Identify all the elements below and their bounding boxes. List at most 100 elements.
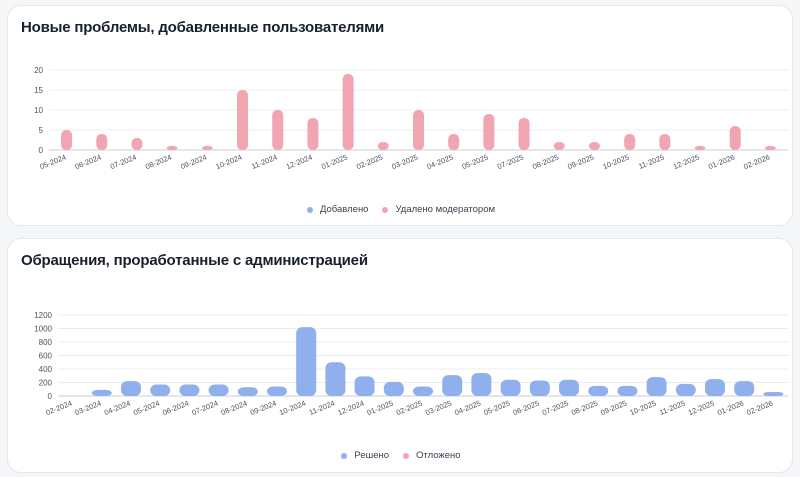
x-tick-label: 07-2024 — [190, 399, 219, 418]
bar[interactable] — [201, 146, 213, 150]
bar[interactable] — [500, 379, 521, 396]
x-tick-label: 02-2025 — [395, 399, 424, 418]
y-tick-label: 600 — [39, 352, 53, 361]
y-tick-label: 200 — [39, 379, 53, 388]
x-tick-label: 06-2024 — [74, 153, 103, 172]
x-tick-label: 12-2024 — [336, 399, 365, 418]
bar[interactable] — [237, 90, 249, 150]
bar[interactable] — [296, 327, 317, 396]
y-tick-label: 0 — [48, 392, 53, 401]
bar[interactable] — [729, 126, 741, 150]
bar[interactable] — [121, 381, 141, 396]
x-tick-label: 08-2024 — [220, 399, 249, 418]
x-tick-label: 04-2025 — [453, 399, 482, 418]
y-tick-label: 20 — [34, 66, 43, 75]
bar[interactable] — [442, 375, 463, 396]
bar[interactable] — [91, 389, 112, 396]
x-tick-label: 03-2024 — [74, 399, 103, 418]
legend-item-removed[interactable]: Удалено модератором — [382, 204, 495, 215]
x-tick-label: 12-2025 — [687, 399, 716, 418]
x-tick-label: 10-2024 — [278, 399, 307, 418]
bar[interactable] — [448, 134, 460, 150]
x-tick-label: 06-2024 — [161, 399, 190, 418]
legend-dot-icon — [403, 452, 410, 459]
bar[interactable] — [237, 387, 258, 396]
bar[interactable] — [705, 379, 725, 396]
chart-legend: Добавлено Удалено модератором — [8, 204, 794, 215]
y-tick-label: 10 — [34, 106, 43, 115]
x-tick-label: 07-2025 — [496, 153, 525, 172]
bar[interactable] — [307, 118, 319, 150]
bar[interactable] — [208, 384, 229, 396]
x-tick-label: 06-2025 — [512, 399, 541, 418]
y-tick-label: 1200 — [34, 311, 52, 320]
bar[interactable] — [483, 114, 495, 150]
x-tick-label: 01-2026 — [707, 153, 736, 172]
bar[interactable] — [96, 134, 108, 150]
bar[interactable] — [624, 134, 636, 150]
bar[interactable] — [413, 386, 433, 396]
legend-item-added[interactable]: Добавлено — [306, 204, 369, 215]
bar[interactable] — [325, 362, 346, 396]
y-tick-label: 400 — [39, 365, 53, 374]
legend-item-postponed[interactable]: Отложено — [403, 450, 461, 461]
chart-legend: Решено Отложено — [8, 450, 794, 461]
bar[interactable] — [150, 384, 171, 396]
x-tick-label: 10-2024 — [214, 153, 243, 172]
bar[interactable] — [354, 376, 375, 396]
bar[interactable] — [131, 138, 143, 150]
x-tick-label: 11-2025 — [637, 153, 665, 171]
y-tick-label: 800 — [39, 338, 53, 347]
legend-label: Добавлено — [319, 204, 369, 215]
bar[interactable] — [413, 110, 424, 150]
x-tick-label: 11-2025 — [658, 399, 686, 417]
x-tick-label: 11-2024 — [308, 399, 336, 417]
x-tick-label: 08-2025 — [570, 399, 599, 418]
x-tick-label: 01-2025 — [366, 399, 395, 418]
x-tick-label: 02-2024 — [44, 399, 73, 418]
bar[interactable] — [694, 146, 706, 150]
x-tick-label: 09-2025 — [599, 399, 628, 418]
bar[interactable] — [342, 74, 354, 150]
bar[interactable] — [553, 142, 565, 150]
x-tick-label: 03-2025 — [390, 153, 419, 172]
bar[interactable] — [675, 383, 696, 396]
bar[interactable] — [179, 384, 200, 396]
new-issues-card: Новые проблемы, добавленные пользователя… — [7, 5, 793, 226]
bar[interactable] — [377, 142, 389, 150]
bar[interactable] — [166, 146, 178, 150]
legend-dot-icon — [341, 452, 348, 459]
bar[interactable] — [518, 118, 530, 150]
x-tick-label: 05-2024 — [38, 153, 67, 172]
bar[interactable] — [61, 130, 73, 150]
bar[interactable] — [471, 373, 492, 396]
y-tick-label: 5 — [39, 126, 44, 135]
x-tick-label: 02-2025 — [355, 153, 384, 172]
bar[interactable] — [272, 110, 284, 150]
legend-label: Удалено модератором — [395, 204, 496, 215]
bar[interactable] — [764, 146, 776, 150]
x-tick-label: 01-2026 — [716, 399, 745, 418]
bar[interactable] — [383, 381, 404, 396]
bar[interactable] — [559, 379, 579, 396]
chart-title: Обращения, проработанные с администрацие… — [21, 252, 368, 269]
x-tick-label: 01-2025 — [320, 153, 349, 172]
x-tick-label: 10-2025 — [601, 153, 630, 172]
bar[interactable] — [267, 386, 287, 396]
bar[interactable] — [588, 385, 609, 396]
bar[interactable] — [734, 381, 755, 396]
chart-title: Новые проблемы, добавленные пользователя… — [21, 19, 385, 36]
x-tick-label: 04-2025 — [426, 153, 455, 172]
bar[interactable] — [588, 142, 600, 150]
bar[interactable] — [529, 380, 550, 396]
bar[interactable] — [617, 385, 638, 396]
legend-item-resolved[interactable]: Решено — [341, 450, 389, 461]
y-tick-label: 15 — [34, 86, 43, 95]
bar[interactable] — [763, 391, 784, 396]
bar[interactable] — [659, 134, 671, 150]
x-tick-label: 10-2025 — [628, 399, 657, 418]
x-tick-label: 11-2024 — [250, 153, 278, 171]
new-issues-chart: 0 5 10 15 20 05-2024 06-2024 07-2024 08-2024 09-2… — [34, 66, 788, 172]
bar[interactable] — [646, 377, 667, 396]
